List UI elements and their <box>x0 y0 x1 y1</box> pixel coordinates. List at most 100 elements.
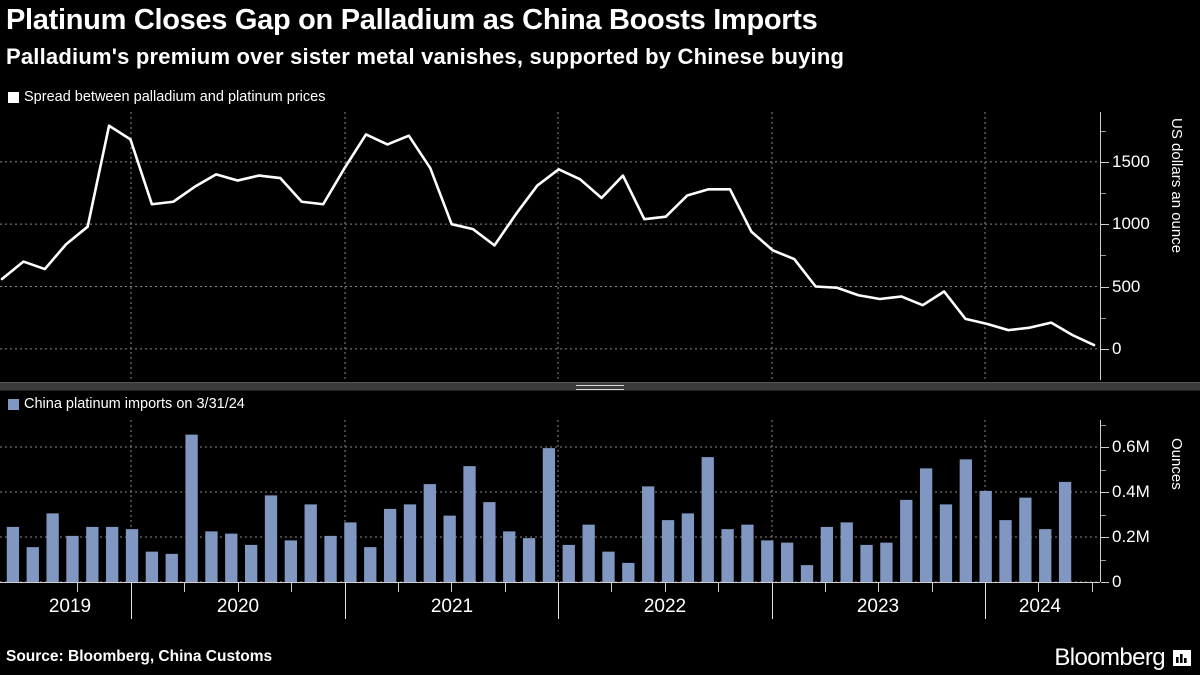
bloomberg-wordmark: Bloomberg <box>1054 644 1165 671</box>
x-axis-tick-minor <box>451 583 452 592</box>
y-axis-tick-minor <box>1101 255 1106 257</box>
bar <box>66 535 79 583</box>
bar-chart-panel <box>0 420 1100 583</box>
bar <box>344 522 357 583</box>
line-chart-y-axis: 0 500 1000 1500 <box>1100 112 1200 380</box>
bar <box>681 513 695 583</box>
x-axis-tick-major <box>985 583 986 619</box>
bar <box>642 486 655 583</box>
x-axis-label: 2019 <box>48 596 92 617</box>
x-axis-tick-minor <box>1038 583 1039 592</box>
bar <box>483 502 496 583</box>
line-series-path <box>0 124 1096 347</box>
bar <box>622 562 635 583</box>
bar <box>185 434 198 582</box>
bar <box>26 547 39 583</box>
line-chart-panel <box>0 112 1100 380</box>
bar-chart-y-axis-title: Ounces <box>1168 438 1185 490</box>
bar <box>661 520 675 583</box>
bar <box>443 515 456 583</box>
bar <box>900 499 913 583</box>
x-axis-tick-minor <box>184 583 185 592</box>
bar <box>602 551 615 583</box>
y-axis-tick-label: 500 <box>1112 276 1141 296</box>
x-axis-tick-minor <box>238 583 239 592</box>
legend-bar-series: China platinum imports on 3/31/24 <box>8 396 245 412</box>
bar <box>403 504 417 583</box>
bar <box>225 533 238 583</box>
x-axis-tick-minor <box>77 583 78 592</box>
bar <box>244 544 258 583</box>
source-note: Source: Bloomberg, China Customs <box>6 648 273 665</box>
x-axis-label: 2024 <box>1018 596 1062 617</box>
bar <box>840 522 853 583</box>
panel-divider[interactable] <box>0 382 1200 391</box>
x-axis-tick-minor <box>291 583 292 592</box>
y-axis-tick-label: 0 <box>1112 572 1122 591</box>
x-axis-tick-major <box>131 583 132 619</box>
y-axis-tick-minor <box>1101 469 1106 471</box>
bar <box>284 540 298 583</box>
x-axis-tick-minor <box>825 583 826 592</box>
bar <box>780 542 794 583</box>
bar <box>264 495 278 583</box>
y-axis-tick-minor <box>1101 317 1106 319</box>
bar <box>919 468 933 582</box>
y-axis-tick-minor <box>1101 193 1106 195</box>
x-axis-tick-minor <box>932 583 933 592</box>
y-axis-tick-minor <box>1101 130 1106 132</box>
x-axis-label: 2021 <box>430 596 474 617</box>
bar <box>125 529 139 583</box>
x-axis-label: 2023 <box>856 596 900 617</box>
bar <box>860 544 873 583</box>
y-axis-tick-major <box>1101 348 1109 350</box>
y-axis-tick-major <box>1101 492 1109 493</box>
x-axis-tick-major <box>558 583 559 619</box>
page-subtitle: Palladium's premium over sister metal va… <box>6 44 845 69</box>
y-axis-tick-major <box>1101 582 1109 583</box>
bar <box>701 457 714 582</box>
bar <box>304 504 317 583</box>
bar <box>880 542 893 583</box>
bar <box>741 524 754 583</box>
bar <box>46 513 59 583</box>
bar <box>1019 497 1032 583</box>
page-title: Platinum Closes Gap on Palladium as Chin… <box>6 4 818 36</box>
bar <box>364 547 377 583</box>
y-axis-tick-label: 0 <box>1112 338 1122 358</box>
y-axis-tick-minor <box>1101 514 1106 516</box>
bloomberg-terminal-icon <box>1173 650 1191 666</box>
x-axis-tick-major <box>772 583 773 619</box>
y-axis-tick-label: 0.4M <box>1112 482 1150 501</box>
x-axis-tick-minor <box>718 583 719 592</box>
bar <box>1058 481 1072 583</box>
bar <box>542 448 556 583</box>
bar <box>761 540 774 583</box>
x-axis-label: 2020 <box>216 596 260 617</box>
legend-line-label: Spread between palladium and platinum pr… <box>24 89 326 105</box>
x-axis-tick-minor <box>665 583 666 592</box>
legend-line-series: Spread between palladium and platinum pr… <box>8 89 325 105</box>
y-axis-tick-minor <box>1101 559 1106 561</box>
bar <box>423 484 436 582</box>
bar <box>383 508 397 583</box>
x-axis-tick-minor <box>398 583 399 592</box>
panel-resize-grip-icon[interactable] <box>576 385 624 390</box>
y-axis-tick-label: 1500 <box>1112 151 1150 171</box>
x-axis-tick-major <box>345 583 346 619</box>
bar <box>582 524 595 583</box>
x-axis-label: 2022 <box>643 596 687 617</box>
bar <box>979 490 992 582</box>
square-swatch-icon <box>8 398 19 410</box>
bloomberg-logo: Bloomberg <box>1054 644 1192 672</box>
bar <box>522 538 536 583</box>
bar-chart-plot <box>0 420 1100 583</box>
bar <box>324 535 337 583</box>
bar <box>165 553 178 583</box>
bar <box>562 544 575 583</box>
legend-bar-label: China platinum imports on 3/31/24 <box>24 396 245 412</box>
bar <box>106 526 119 583</box>
y-axis-tick-label: 1000 <box>1112 214 1150 234</box>
x-axis-line <box>0 582 1100 583</box>
